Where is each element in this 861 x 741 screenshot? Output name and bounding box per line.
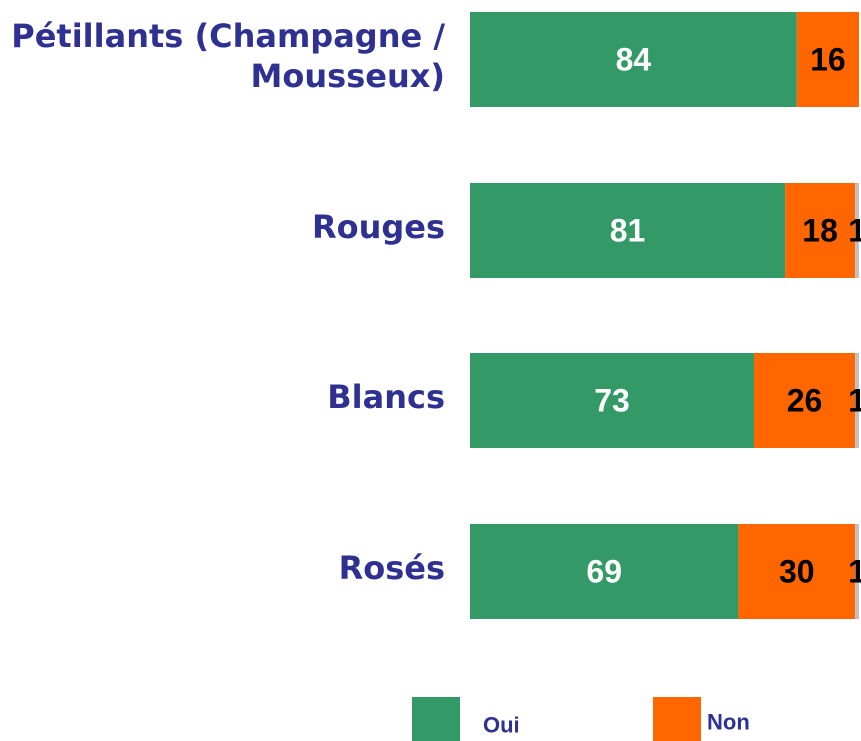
- legend-swatch: [653, 697, 701, 741]
- category-label: Blancs: [327, 377, 445, 416]
- value-label: 84: [616, 42, 652, 78]
- bar-segment: [753, 353, 856, 448]
- bar-segment: [470, 12, 797, 107]
- bar-segment: [470, 353, 754, 448]
- bar-segment: [738, 524, 856, 619]
- bar-segment: [796, 12, 859, 107]
- legend-label: Oui: [483, 713, 520, 738]
- category-label: Rouges: [311, 207, 445, 246]
- value-label: 69: [586, 554, 622, 590]
- bar-segment: [785, 183, 856, 278]
- category-label: Rosés: [338, 548, 445, 587]
- legend-swatch: [412, 697, 460, 741]
- bar-segment: [470, 524, 739, 619]
- value-label: 81: [610, 213, 646, 249]
- bar-segment: [855, 183, 859, 278]
- legend-label: Non: [707, 710, 750, 735]
- bar-segment: [855, 524, 859, 619]
- value-label: 1: [848, 383, 861, 419]
- value-label: 18: [802, 213, 838, 249]
- bar-segment: [855, 353, 859, 448]
- value-label: 16: [810, 42, 846, 78]
- value-label: 1: [848, 213, 861, 249]
- value-label: 26: [787, 383, 823, 419]
- value-label: 1: [848, 554, 861, 590]
- value-label: 73: [594, 383, 630, 419]
- bar-segment: [470, 183, 786, 278]
- value-label: 30: [779, 554, 815, 590]
- category-label: Pétillants (Champagne / Mousseux): [11, 16, 445, 95]
